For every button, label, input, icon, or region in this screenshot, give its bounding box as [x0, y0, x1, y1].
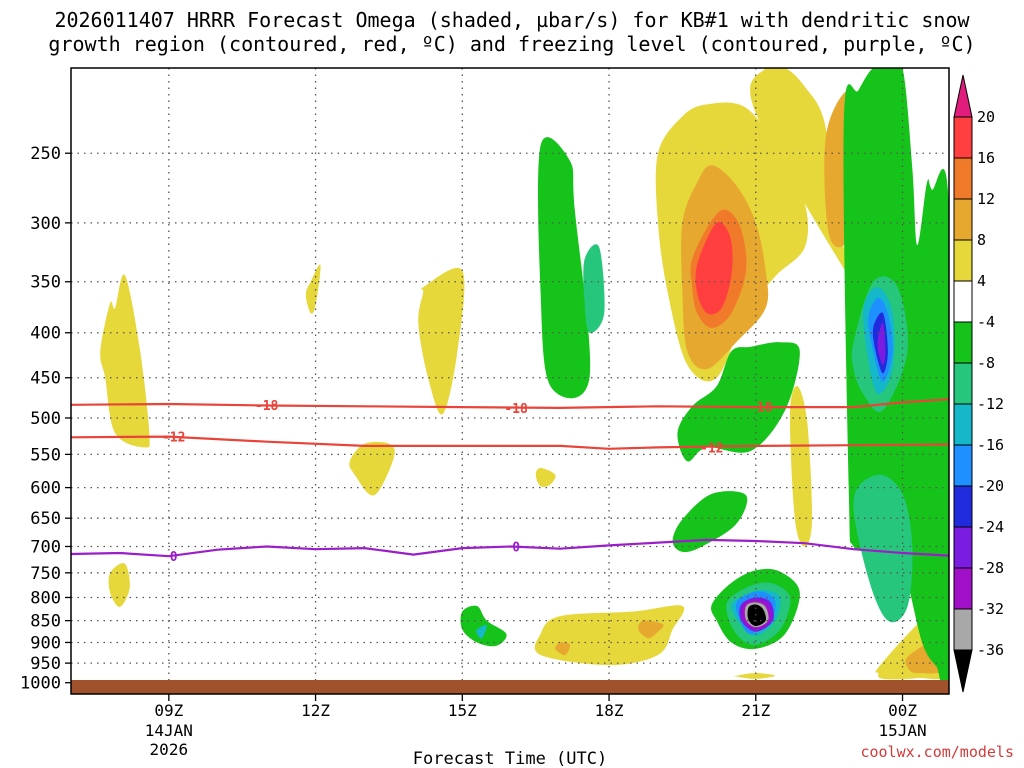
pressure-axis: 2503003504004505005506006507007508008509…: [20, 144, 71, 694]
colorbar-label-4: 4: [977, 272, 986, 290]
colorbar-swatch--4: [953, 321, 973, 364]
y-tick-label-650: 650: [30, 509, 61, 529]
chart-title-line-2: growth region (contoured, red, ºC) and f…: [48, 32, 976, 56]
colorbar-swatch-20: [953, 116, 973, 159]
colorbar-label--24: -24: [977, 518, 1004, 536]
y-tick-label-600: 600: [30, 479, 61, 499]
y-tick-label-1000: 1000: [20, 674, 61, 694]
x-tick-date-00Z: 15JAN: [878, 721, 926, 740]
colorbar-swatch--28: [953, 567, 973, 610]
dgz-minus18-label-0: -18: [255, 399, 279, 414]
colorbar-label--20: -20: [977, 477, 1004, 495]
y-tick-label-300: 300: [30, 214, 61, 234]
y-tick-label-900: 900: [30, 633, 61, 653]
ground-bar: [71, 680, 949, 694]
omega-region-0: [100, 274, 150, 448]
omega-region-5: [535, 468, 556, 488]
dgz-minus12-label-1: -12: [700, 441, 723, 456]
dgz-minus18-label-1: -18: [504, 402, 528, 417]
y-tick-label-450: 450: [30, 369, 61, 389]
colorbar-swatch--16: [953, 444, 973, 487]
colorbar-label--16: -16: [977, 436, 1004, 454]
colorbar-label--36: -36: [977, 641, 1004, 659]
x-tick-label-21Z: 21Z: [741, 701, 770, 720]
colorbar-swatch-12: [953, 198, 973, 241]
omega-region-22: [677, 342, 800, 462]
omega-region-16: [555, 642, 571, 656]
y-tick-label-400: 400: [30, 324, 61, 344]
freezing-level-line: [70, 538, 950, 558]
freezing-level-label-1: 0: [512, 540, 520, 555]
omega-region-3: [418, 267, 465, 415]
colorbar-swatch--12: [953, 403, 973, 446]
colorbar-label--4: -4: [977, 313, 995, 331]
site-credit: coolwx.com/models: [860, 743, 1014, 761]
omega-shading-layer: [100, 68, 949, 694]
y-tick-label-350: 350: [30, 273, 61, 293]
omega-region-36: [877, 322, 886, 365]
omega-region-11: [733, 673, 776, 679]
contour-layer: -18 -18 -18 -12 -12 0 0: [70, 398, 950, 565]
omega-region-4: [349, 441, 395, 496]
omega-region-20: [537, 137, 591, 399]
dgz-minus18-label-2: -18: [749, 400, 773, 415]
omega-region-19: [701, 233, 723, 309]
dotted-grid-layer: [71, 68, 949, 694]
y-tick-label-700: 700: [30, 537, 61, 557]
colorbar-label--12: -12: [977, 395, 1004, 413]
x-axis-label: Forecast Time (UTC): [413, 749, 607, 768]
colorbar-bottom-arrow: [953, 649, 973, 693]
omega-region-9: [789, 385, 813, 547]
dgz-minus12-line: [70, 435, 950, 450]
x-tick-label-15Z: 15Z: [448, 701, 477, 720]
colorbar-swatch-4: [953, 280, 973, 323]
omega-region-23: [672, 491, 748, 553]
chart-title-line-1: 2026011407 HRRR Forecast Omega (shaded, …: [54, 8, 970, 32]
omega-region-1: [108, 563, 130, 607]
dgz-minus18-line: [70, 398, 950, 410]
colorbar-label--8: -8: [977, 354, 995, 372]
colorbar-label--28: -28: [977, 559, 1004, 577]
x-tick-label-00Z: 00Z: [888, 701, 917, 720]
colorbar-label-16: 16: [977, 149, 995, 167]
colorbar-label--32: -32: [977, 600, 1004, 618]
chart-title: 2026011407 HRRR Forecast Omega (shaded, …: [0, 8, 1024, 56]
colorbar-swatch--24: [953, 526, 973, 569]
y-tick-label-500: 500: [30, 409, 61, 429]
omega-region-28: [853, 474, 913, 623]
y-tick-label-800: 800: [30, 588, 61, 608]
omega-colorbar: 20 16 12 8 4 -4 -8 -12 -16 -20 -24 -28 -32 -36: [953, 74, 1004, 693]
y-tick-label-850: 850: [30, 612, 61, 632]
colorbar-swatch--20: [953, 485, 973, 528]
omega-region-30: [476, 624, 487, 639]
x-tick-date-09Z: 14JAN: [145, 721, 193, 740]
x-tick-label-12Z: 12Z: [301, 701, 330, 720]
plot-frame: [70, 67, 950, 695]
colorbar-swatch-8: [953, 239, 973, 282]
x-tick-year-09Z: 2026: [150, 740, 189, 759]
y-tick-label-550: 550: [30, 445, 61, 465]
colorbar-label-8: 8: [977, 231, 986, 249]
colorbar-swatch-16: [953, 157, 973, 200]
dgz-minus12-label-0: -12: [162, 431, 185, 446]
colorbar-label-20: 20: [977, 108, 995, 126]
omega-region-15: [638, 620, 664, 639]
omega-region-2: [305, 264, 321, 314]
colorbar-swatch--32: [953, 608, 973, 651]
colorbar-swatch--8: [953, 362, 973, 405]
colorbar-label-12: 12: [977, 190, 995, 208]
omega-region-26: [583, 244, 605, 333]
y-tick-label-250: 250: [30, 144, 61, 164]
y-tick-label-750: 750: [30, 564, 61, 584]
freezing-level-label-0: 0: [170, 550, 178, 565]
y-tick-label-950: 950: [30, 654, 61, 674]
x-tick-label-18Z: 18Z: [595, 701, 624, 720]
x-tick-label-09Z: 09Z: [154, 701, 183, 720]
colorbar-top-arrow: [953, 74, 973, 118]
